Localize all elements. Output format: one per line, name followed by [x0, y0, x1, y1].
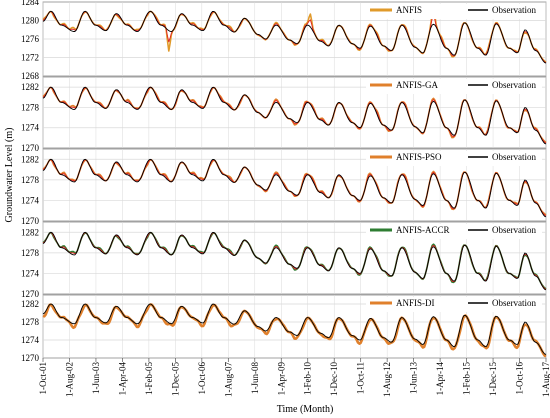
legend-background	[366, 224, 542, 239]
observation-series-line	[42, 158, 547, 218]
x-tick-label: 1-Apr-09	[276, 362, 286, 396]
x-tick-label: 1-Jun-03	[91, 362, 101, 394]
legend-label-observation: Observation	[492, 152, 536, 162]
legend-background	[366, 4, 542, 19]
y-tick-label: 1274	[21, 195, 40, 205]
x-tick-label: 1-Apr-04	[117, 362, 127, 396]
x-tick-label: 1-Aug-17	[541, 362, 550, 397]
legend-label-observation: Observation	[492, 80, 536, 90]
x-tick-label: 1-Aug-02	[64, 362, 74, 397]
y-tick-label: 1270	[21, 353, 40, 363]
observation-series-line	[42, 10, 547, 64]
y-axis-title: Groundwater Level (m)	[4, 128, 15, 223]
x-tick-label: 1-Apr-14	[435, 362, 445, 396]
x-tick-label: 1-Dec-15	[488, 362, 498, 396]
y-tick-label: 1278	[21, 102, 40, 112]
legend-label-model: ANFIS	[396, 5, 422, 15]
x-tick-label: 1-Jun-08	[250, 362, 260, 394]
y-tick-label: 1268	[21, 71, 40, 81]
x-tick-label: 1-Dec-05	[170, 362, 180, 396]
y-tick-label: 1282	[21, 82, 39, 92]
legend-label-model: ANFIS-DI	[396, 298, 435, 308]
legend-label-observation: Observation	[492, 225, 536, 235]
observation-series-line	[42, 231, 547, 291]
legend-background	[366, 79, 542, 94]
x-tick-label: 1-Oct-11	[356, 362, 366, 394]
x-tick-label: 1-Dec-10	[329, 362, 339, 396]
x-tick-label: 1-Jun-13	[409, 362, 419, 394]
y-tick-label: 1270	[21, 143, 40, 153]
legend-background	[366, 297, 542, 312]
panel-5: 1270 1274 1278 1282 ANFIS-DI Observation	[21, 294, 547, 363]
legend: ANFIS-GA Observation	[366, 79, 542, 94]
y-tick-label: 1274	[21, 335, 40, 345]
legend-background	[366, 151, 542, 166]
x-tick-label: 1-Aug-12	[382, 362, 392, 397]
y-tick-label: 1270	[21, 289, 40, 299]
legend-label-observation: Observation	[492, 5, 536, 15]
x-tick-label: 1-Oct-01	[38, 362, 48, 395]
panel-1: 1268 1272 1276 1280 1284 ANFIS Observation	[21, 0, 547, 81]
x-axis: 1-Oct-01 1-Aug-02 1-Jun-03 1-Apr-04 1-Feb-05…	[38, 358, 550, 397]
x-tick-label: 1-Aug-07	[223, 362, 233, 397]
observation-series-line	[42, 303, 547, 355]
y-tick-label: 1270	[21, 216, 40, 226]
panel-3: 1270 1274 1278 1282 ANFIS-PSO Observation	[21, 148, 547, 226]
y-tick-label: 1272	[21, 53, 39, 63]
legend: ANFIS Observation	[366, 4, 542, 19]
x-tick-label: 1-Feb-05	[144, 362, 154, 395]
y-tick-label: 1282	[21, 154, 39, 164]
x-tick-label: 1-Feb-15	[462, 362, 472, 395]
x-tick-label: 1-Oct-16	[515, 362, 525, 395]
panel-2: 1270 1274 1278 1282 ANFIS-GA Observation	[21, 76, 547, 153]
legend-label-observation: Observation	[492, 298, 536, 308]
model-series-line	[42, 303, 547, 358]
observation-series-line	[42, 86, 547, 145]
y-tick-label: 1284	[21, 0, 40, 7]
x-tick-label: 1-Feb-10	[303, 362, 313, 395]
y-tick-label: 1274	[21, 123, 40, 133]
y-tick-label: 1282	[21, 227, 39, 237]
y-tick-label: 1278	[21, 248, 40, 258]
legend-label-model: ANFIS-ACCR	[396, 225, 450, 235]
y-tick-label: 1282	[21, 299, 39, 309]
x-axis-title: Time (Month)	[277, 404, 334, 415]
legend: ANFIS-DI Observation	[366, 297, 542, 312]
y-tick-label: 1274	[21, 268, 40, 278]
y-tick-label: 1276	[21, 34, 40, 44]
legend: ANFIS-ACCR Observation	[366, 224, 542, 239]
y-tick-label: 1278	[21, 317, 40, 327]
legend-label-model: ANFIS-PSO	[396, 152, 442, 162]
x-tick-label: 1-Oct-06	[197, 362, 207, 395]
legend-label-model: ANFIS-GA	[396, 80, 439, 90]
y-tick-label: 1278	[21, 175, 40, 185]
y-tick-label: 1280	[21, 16, 40, 26]
legend: ANFIS-PSO Observation	[366, 151, 542, 166]
panel-4: 1270 1274 1278 1282 ANFIS-ACCR Observation	[21, 221, 547, 299]
